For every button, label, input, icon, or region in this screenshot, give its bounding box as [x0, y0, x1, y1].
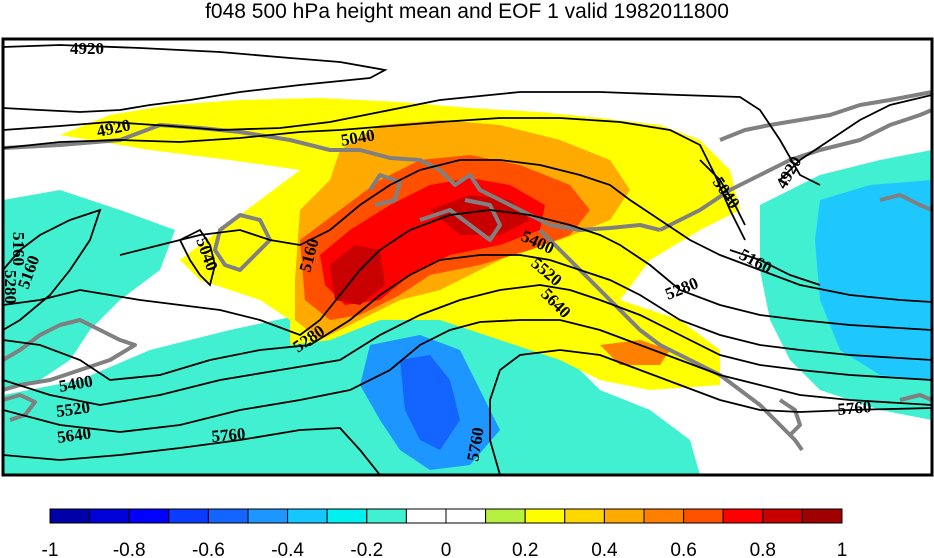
- colorbar-tick-label: 0.8: [750, 540, 776, 558]
- colorbar-swatch: [405, 508, 447, 524]
- colorbar-swatch: [128, 508, 170, 524]
- colorbar-tick-label: -0.6: [192, 540, 225, 558]
- colorbar-swatch: [762, 508, 803, 524]
- colorbar-swatch: [247, 508, 289, 524]
- contour-5040-east: [699, 159, 746, 226]
- colorbar-tick-label: 0.6: [670, 540, 696, 558]
- negative-core-east: [815, 180, 932, 380]
- negative-anomaly-west: [3, 190, 175, 390]
- colorbar-swatch: [485, 508, 526, 524]
- contour-label: 5640: [56, 423, 92, 447]
- contour-label: 5760: [211, 424, 247, 446]
- contour-5040: [3, 117, 746, 241]
- colorbar-swatch: [683, 508, 724, 524]
- colorbar-tick-label: 0: [441, 540, 452, 558]
- colorbar-tick-label: -0.8: [113, 540, 146, 558]
- colorbar: -1 -0.8 -0.6 -0.4 -0.2 0 0.2 0.4 0.6 0.8 1: [42, 508, 848, 558]
- colorbar-tick-label: -0.4: [271, 540, 304, 558]
- contour-5160-east: [729, 249, 821, 286]
- contour-4920-north: [3, 44, 388, 113]
- colorbar-swatch: [326, 508, 368, 524]
- colorbar-swatch: [49, 508, 91, 524]
- colorbar-swatch: [643, 508, 685, 524]
- contour-5520: [3, 284, 932, 406]
- contour-label: 5520: [55, 397, 91, 421]
- colorbar-swatch: [722, 508, 764, 524]
- contour-label: 5280: [1, 270, 20, 304]
- colorbar-swatch: [524, 508, 566, 524]
- contour-5400: [3, 254, 932, 381]
- contour-label: 5160: [9, 232, 28, 266]
- contour-4920: [3, 91, 821, 186]
- colorbar-swatch: [445, 508, 487, 524]
- contour-5040-small: [178, 228, 216, 287]
- colorbar-tick-label: 0.4: [591, 540, 618, 558]
- map-frame: [1, 37, 934, 477]
- colorbar-swatch: [366, 508, 407, 524]
- colorbar-swatch: [287, 508, 328, 524]
- contour-5160-a: [3, 208, 102, 331]
- contour-5280: [3, 209, 932, 337]
- contour-5760-b: [489, 349, 932, 475]
- contour-label: 5760: [837, 397, 873, 419]
- colorbar-tick-label: 0.2: [512, 540, 538, 558]
- contour-5760: [3, 427, 381, 475]
- map-panel: 4920 4920 5040 5040 5040 5160 5160 5160 …: [1, 39, 932, 475]
- height-contours: [3, 44, 932, 475]
- contour-label: 4920: [70, 39, 104, 58]
- contour-4920-east: [779, 94, 932, 181]
- colorbar-tick-label: 1: [837, 540, 848, 558]
- contour-labels: 4920 4920 5040 5040 5040 5160 5160 5160 …: [1, 39, 873, 463]
- map-title: f048 500 hPa height mean and EOF 1 valid…: [205, 0, 729, 23]
- colorbar-swatch: [564, 508, 605, 524]
- colorbar-swatch: [168, 508, 209, 524]
- colorbar-swatch: [207, 508, 249, 524]
- colorbar-swatch: [801, 508, 843, 524]
- contour-5160-b: [119, 159, 932, 303]
- colorbar-tick-label: -0.2: [350, 540, 383, 558]
- colorbar-swatch: [603, 508, 645, 524]
- contour-5640: [3, 319, 932, 433]
- colorbar-tick-label: -1: [42, 540, 59, 558]
- colorbar-swatch: [89, 508, 130, 524]
